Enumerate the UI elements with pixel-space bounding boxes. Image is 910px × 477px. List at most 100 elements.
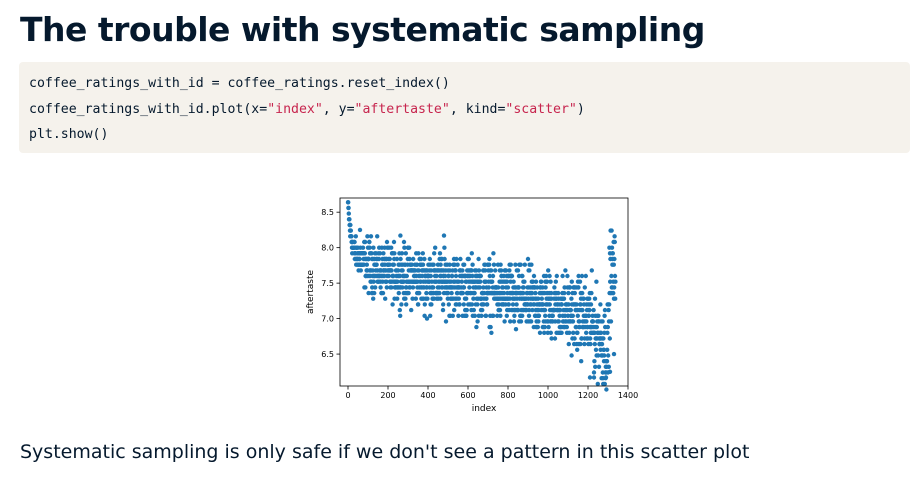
scatter-point <box>346 205 351 211</box>
scatter-point <box>407 245 412 250</box>
code-line-3: plt.show() <box>29 122 900 148</box>
scatter-point <box>569 353 574 358</box>
scatter-point <box>399 302 404 307</box>
scatter-point <box>577 279 583 284</box>
scatter-point <box>602 313 607 318</box>
scatter-point <box>591 375 597 380</box>
scatter-point <box>606 307 611 313</box>
y-tick-label: 8.0 <box>321 244 334 253</box>
slide-title: The trouble with systematic sampling <box>20 10 705 49</box>
scatter-point <box>497 307 503 313</box>
scatter-point <box>470 262 475 267</box>
x-tick-label: 600 <box>460 391 475 400</box>
scatter-point <box>437 251 443 256</box>
scatter-point <box>556 319 561 324</box>
scatter-point <box>594 324 599 330</box>
scatter-point <box>612 234 617 239</box>
scatter-point <box>384 279 389 284</box>
scatter-point <box>510 302 516 307</box>
scatter-point <box>389 285 394 290</box>
scatter-point <box>373 285 378 290</box>
scatter-point <box>416 268 421 273</box>
scatter-point <box>486 285 491 290</box>
scatter-point <box>404 302 409 307</box>
scatter-point <box>428 313 433 318</box>
scatter-point <box>353 234 358 239</box>
scatter-point <box>471 307 476 313</box>
scatter-point <box>365 234 370 239</box>
scatter-point <box>604 359 610 364</box>
scatter-point <box>546 268 551 273</box>
scatter-point <box>469 268 474 273</box>
scatter-point <box>371 279 376 284</box>
scatter-point <box>554 273 559 279</box>
scatter-point <box>516 285 521 290</box>
scatter-point <box>612 273 618 279</box>
scatter-point <box>438 262 443 267</box>
scatter-point <box>445 290 451 296</box>
scatter-point <box>384 239 390 245</box>
scatter-point <box>544 279 550 284</box>
scatter-point <box>471 296 476 301</box>
scatter-point <box>516 307 521 313</box>
scatter-point <box>579 359 584 364</box>
scatter-point <box>431 285 436 290</box>
scatter-point <box>395 279 400 284</box>
scatter-point <box>469 251 474 256</box>
scatter-point <box>582 341 587 347</box>
scatter-point <box>594 279 599 284</box>
scatter-point <box>363 239 368 245</box>
points-layer <box>345 200 618 392</box>
scatter-point <box>360 245 366 250</box>
scatter-point <box>544 273 549 279</box>
scatter-point <box>584 330 589 335</box>
scatter-point <box>612 256 617 262</box>
scatter-point <box>464 313 469 318</box>
scatter-point <box>513 262 518 267</box>
scatter-point <box>470 273 475 279</box>
scatter-point <box>601 347 606 352</box>
scatter-point <box>511 279 516 284</box>
y-tick-label: 6.5 <box>321 350 334 359</box>
scatter-point <box>459 279 464 284</box>
scatter-point <box>478 279 483 284</box>
scatter-point <box>357 256 362 262</box>
scatter-point <box>348 222 353 228</box>
scatter-point <box>455 262 460 267</box>
scatter-point <box>530 307 535 313</box>
scatter-point <box>613 296 618 301</box>
scatter-point <box>502 319 507 324</box>
scatter-point <box>481 302 486 307</box>
scatter-point <box>575 347 580 352</box>
scatter-point <box>413 296 418 301</box>
scatter-point <box>464 296 469 301</box>
scatter-point <box>595 381 600 387</box>
x-tick-label: 1200 <box>578 391 598 400</box>
scatter-point <box>505 285 511 290</box>
scatter-point <box>587 307 592 313</box>
scatter-point <box>529 319 534 324</box>
scatter-point <box>453 273 459 279</box>
scatter-point <box>513 327 519 332</box>
scatter-point <box>558 307 563 313</box>
scatter-point <box>414 262 420 267</box>
scatter-point <box>590 319 596 324</box>
scatter-point <box>549 336 554 341</box>
scatter-point <box>602 381 607 387</box>
scatter-point <box>606 353 611 358</box>
scatter-point <box>450 273 455 279</box>
scatter-point <box>346 200 351 205</box>
scatter-point <box>434 273 439 279</box>
scatter-point <box>410 285 416 290</box>
scatter-point <box>367 239 372 245</box>
scatter-point <box>581 296 586 301</box>
scatter-point <box>500 285 506 290</box>
scatter-point <box>403 296 408 301</box>
scatter-point <box>401 239 407 245</box>
scatter-point <box>404 273 409 279</box>
scatter-point <box>472 290 477 296</box>
scatter-point <box>396 268 401 273</box>
scatter-point <box>612 239 617 245</box>
y-tick-label: 7.0 <box>321 315 334 324</box>
scatter-point <box>605 324 610 330</box>
